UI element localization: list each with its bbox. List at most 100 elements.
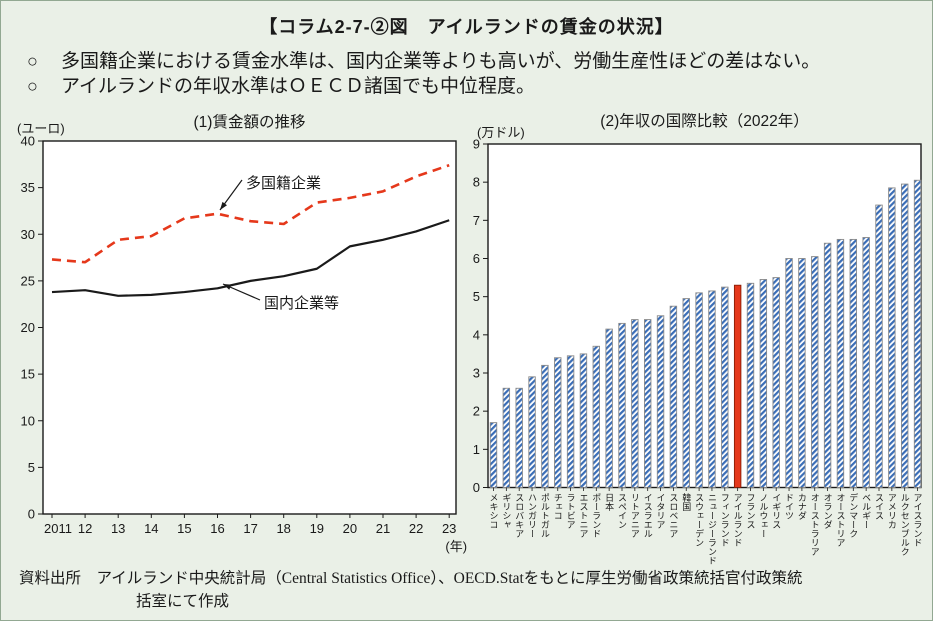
country-axis-label: エストニア	[578, 493, 589, 538]
country-axis-label: スロベニア	[668, 493, 679, 538]
domestic-series-label: 国内企業等	[264, 294, 339, 312]
y-tick-label: 0	[473, 480, 480, 495]
x-tick-label: 14	[144, 521, 158, 536]
income-bar	[669, 305, 678, 488]
figure-title: 【コラム2-7-②図 アイルランドの賃金の状況】	[259, 17, 674, 37]
source-note-line2: 括室にて作成	[136, 593, 230, 610]
country-axis-label: イギリス	[771, 493, 782, 529]
income-bar	[618, 322, 626, 488]
annotation-arrowhead	[220, 201, 227, 210]
income-bar	[566, 355, 575, 488]
x-tick-label: 20	[343, 521, 357, 536]
country-axis-label: ベルギー	[861, 493, 872, 529]
country-axis-label: ニュージーランド	[706, 493, 717, 565]
country-axis-label: ポルトガル	[539, 493, 550, 538]
domestic-series-line	[51, 219, 450, 297]
income-bar	[836, 238, 845, 488]
income-bar	[554, 357, 562, 488]
multinational-series-line	[51, 164, 450, 264]
income-bar	[528, 376, 536, 488]
country-axis-label: ラトビア	[565, 493, 576, 529]
chart-title: (2)年収の国際比較（2022年）	[600, 112, 808, 130]
country-axis-label: アイルランド	[732, 493, 743, 547]
country-axis-label: 韓国	[681, 493, 692, 511]
country-axis-label: オーストラリア	[809, 493, 820, 556]
y-axis-unit-label: (ユーロ)	[17, 121, 65, 136]
income-bar	[823, 242, 832, 488]
y-tick-label: 9	[473, 137, 480, 152]
income-bar	[515, 387, 523, 488]
y-axis-unit-label: (万ドル)	[477, 125, 525, 140]
income-bar	[656, 315, 665, 488]
country-axis-label: オーストリア	[835, 493, 846, 547]
wage-trend-line-chart: (1)賃金額の推移 (ユーロ) 0 5 10 15 20 25 30 35 40 2011 12 13 14…	[9, 109, 469, 561]
income-comparison-bar-chart: (2)年収の国際比較（2022年） (万ドル) 0 1 2 3 4 5 6 7 8 9 メキシコ ギリシ…	[471, 109, 933, 579]
income-bar	[643, 319, 652, 488]
income-bar	[579, 353, 588, 488]
income-bar	[785, 258, 793, 488]
income-comparison-bar-chart-svg: (2)年収の国際比較（2022年） (万ドル) 0 1 2 3 4 5 6 7 8 9	[473, 112, 922, 495]
income-bar	[901, 183, 909, 488]
wage-trend-line-chart-svg: (1)賃金額の推移 (ユーロ) 0 5 10 15 20 25 30 35 40 2011 12 13 14…	[17, 113, 467, 554]
x-tick-label: 22	[409, 521, 423, 536]
multinational-series-label: 多国籍企業	[246, 174, 321, 192]
income-bar	[695, 292, 703, 488]
y-tick-label: 7	[473, 213, 480, 228]
country-axis-label: スロバキア	[514, 493, 525, 538]
country-axis-label: ルクセンブルク	[899, 493, 910, 556]
y-tick-label: 5	[28, 460, 35, 475]
y-tick-label: 15	[21, 367, 35, 382]
country-axis-label: 日本	[604, 493, 615, 511]
y-tick-label: 3	[473, 366, 480, 381]
country-axis-label: イタリア	[655, 493, 666, 529]
y-tick-label: 5	[473, 289, 480, 304]
country-axis-label: ポーランド	[591, 493, 602, 538]
y-tick-label: 2	[473, 404, 480, 419]
income-bar	[721, 286, 729, 488]
annotation-arrowhead	[223, 284, 232, 290]
income-bar	[888, 187, 896, 488]
income-bar	[849, 238, 857, 488]
income-bar	[489, 422, 498, 488]
y-tick-label: 8	[473, 175, 480, 190]
bullet-marker: ○	[27, 51, 38, 71]
income-bar-highlight	[733, 284, 742, 488]
country-axis-label: リトアニア	[629, 493, 640, 538]
country-axis-label: ノルウェー	[758, 493, 769, 538]
x-tick-label: 23	[442, 521, 456, 536]
x-tick-label: 18	[276, 521, 290, 536]
x-tick-label: 17	[243, 521, 257, 536]
income-bar	[605, 328, 613, 488]
country-axis-label: イスラエル	[642, 493, 653, 538]
country-axis-label: ハンガリー	[527, 493, 538, 538]
country-axis-label: ドイツ	[784, 493, 795, 520]
country-axis-label: オランダ	[822, 493, 833, 529]
key-point-text: 多国籍企業における賃金水準は、国内企業等よりも高いが、労働生産性ほどの差はない。	[61, 51, 821, 72]
y-tick-label: 20	[21, 320, 35, 335]
y-tick-label: 10	[21, 413, 35, 428]
x-tick-label: 13	[111, 521, 125, 536]
y-tick-label: 40	[21, 134, 35, 149]
x-tick-label: 12	[78, 521, 92, 536]
income-bar	[541, 364, 549, 488]
y-tick-label: 30	[21, 227, 35, 242]
income-bar	[913, 179, 922, 488]
key-point-text: アイルランドの年収水準はＯＥＣＤ諸国でも中位程度。	[61, 76, 536, 97]
y-tick-label: 25	[21, 273, 35, 288]
income-bar	[798, 258, 806, 488]
country-axis-label: ギリシャ	[501, 493, 512, 529]
x-tick-label: 15	[177, 521, 191, 536]
country-axis-label: カナダ	[796, 493, 807, 520]
y-tick-label: 1	[473, 442, 480, 457]
income-bar	[862, 237, 870, 488]
income-bar	[682, 298, 690, 488]
y-tick-label: 4	[473, 327, 480, 342]
key-point-item: ○ 多国籍企業における賃金水準は、国内企業等よりも高いが、労働生産性ほどの差はな…	[27, 49, 820, 74]
income-bar	[772, 277, 780, 488]
x-tick-label: 16	[210, 521, 224, 536]
country-axis-label: フランス	[745, 493, 756, 529]
country-axis-label: チェコ	[552, 493, 563, 520]
income-bar	[502, 387, 511, 488]
country-axis-label: スウェーデン	[694, 493, 705, 547]
y-tick-label: 35	[21, 180, 35, 195]
